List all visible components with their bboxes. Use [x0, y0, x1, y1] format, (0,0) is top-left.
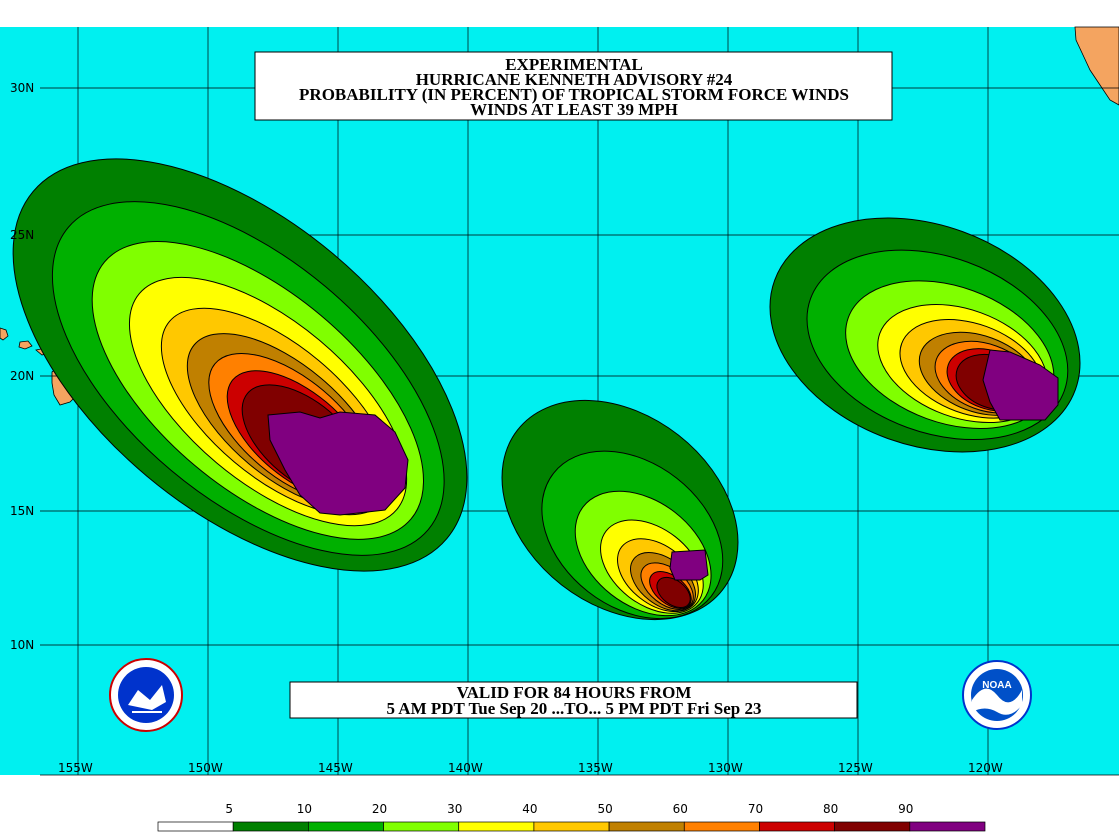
legend-swatch: [157, 821, 234, 832]
valid-box: [289, 681, 858, 719]
lon-label: 155W: [58, 761, 93, 775]
legend-label: 30: [447, 802, 462, 816]
legend-label: 50: [597, 802, 612, 816]
valid-line-1: VALID FOR 84 HOURS FROM: [457, 683, 692, 702]
legend-label: 80: [823, 802, 838, 816]
middle-level-90: [669, 549, 709, 581]
lat-label: 10N: [10, 638, 34, 652]
legend-label: 40: [522, 802, 537, 816]
legend-swatch: [232, 821, 309, 832]
lat-label: 30N: [10, 81, 34, 95]
nws-logo: [109, 658, 183, 732]
lon-label: 150W: [188, 761, 223, 775]
title-box: [254, 51, 893, 121]
legend-swatch: [834, 821, 911, 832]
longitude-labels: 155W 150W 145W 140W 135W 130W 125W 120W: [58, 761, 1003, 775]
noaa-logo: NOAA: [962, 660, 1032, 730]
legend: 5 10 20 30 40 50 60 70 80 90: [157, 802, 986, 832]
svg-text:NOAA: NOAA: [982, 680, 1011, 691]
lon-label: 125W: [838, 761, 873, 775]
legend-swatch: [458, 821, 535, 832]
lon-label: 120W: [968, 761, 1003, 775]
lat-label: 20N: [10, 369, 34, 383]
legend-swatch: [909, 821, 986, 832]
valid-line-2: 5 AM PDT Tue Sep 20 ...TO... 5 PM PDT Fr…: [387, 699, 762, 718]
lon-label: 135W: [578, 761, 613, 775]
legend-swatch: [608, 821, 685, 832]
lon-label: 140W: [448, 761, 483, 775]
west-level-90: [267, 411, 409, 516]
lon-label: 130W: [708, 761, 743, 775]
latitude-labels: 30N 25N 20N 15N 10N: [10, 81, 34, 652]
title-line-4: WINDS AT LEAST 39 MPH: [470, 100, 678, 119]
legend-swatch: [759, 821, 835, 832]
legend-swatch: [683, 821, 760, 832]
legend-swatch: [533, 821, 610, 832]
title-line-1: EXPERIMENTAL: [505, 55, 643, 74]
legend-label: 90: [898, 802, 913, 816]
legend-label: 5: [225, 802, 233, 816]
east-level-90: [982, 349, 1059, 421]
legend-label: 70: [748, 802, 763, 816]
lat-label: 15N: [10, 504, 34, 518]
legend-label: 10: [297, 802, 312, 816]
legend-swatch: [308, 821, 384, 832]
middle-level-80: [656, 576, 691, 609]
legend-label: 60: [673, 802, 688, 816]
title-line-2: HURRICANE KENNETH ADVISORY #24: [416, 70, 733, 89]
lat-label: 25N: [10, 228, 34, 242]
lon-label: 145W: [318, 761, 353, 775]
land-mainland: [1074, 26, 1119, 106]
legend-label: 20: [372, 802, 387, 816]
legend-swatch: [383, 821, 460, 832]
title-line-3: PROBABILITY (IN PERCENT) OF TROPICAL STO…: [299, 85, 849, 104]
